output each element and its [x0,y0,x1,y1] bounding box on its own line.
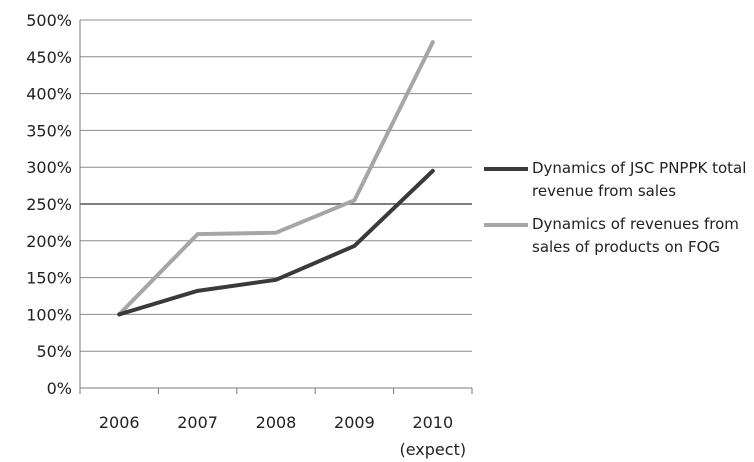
y-tick-label: 500% [26,11,72,30]
y-tick-label: 150% [26,269,72,288]
legend-swatch-fog-revenue [484,223,528,227]
x-tick-sublabel: (expect) [400,440,467,459]
x-axis: 2006 2007 2008 2009 2010 (expect) [79,20,473,459]
x-tick-label: 2010 [412,413,453,432]
legend-swatch-total-revenue [484,167,528,171]
y-tick-label: 200% [26,232,72,251]
y-axis-tick-labels: 0% 50% 100% 150% 200% 250% 300% 350% 400% 450% 500… [26,11,72,398]
series-lines [117,40,435,317]
x-tick-label: 2007 [177,413,218,432]
legend-item-fog-revenue: Dynamics of revenues from sales of produ… [484,213,752,259]
x-tick-label: 2006 [99,413,140,432]
x-tick-label: 2008 [256,413,297,432]
y-tick-label: 350% [26,121,72,140]
y-tick-label: 100% [26,305,72,324]
legend-label-fog-revenue: Dynamics of revenues from sales of produ… [532,215,739,256]
series-line-total-revenue [117,168,435,317]
series-line-fog-revenue [117,40,435,317]
legend-item-total-revenue: Dynamics of JSC PNPPK total revenue from… [484,157,752,203]
y-tick-label: 250% [26,195,72,214]
y-tick-label: 50% [36,342,72,361]
legend-label-total-revenue: Dynamics of JSC PNPPK total revenue from… [532,159,747,200]
x-tick-label: 2009 [334,413,375,432]
y-tick-label: 400% [26,85,72,104]
y-tick-label: 0% [47,379,72,398]
y-tick-label: 450% [26,48,72,67]
y-tick-label: 300% [26,158,72,177]
grid-lines [80,19,472,352]
legend: Dynamics of JSC PNPPK total revenue from… [484,157,752,269]
